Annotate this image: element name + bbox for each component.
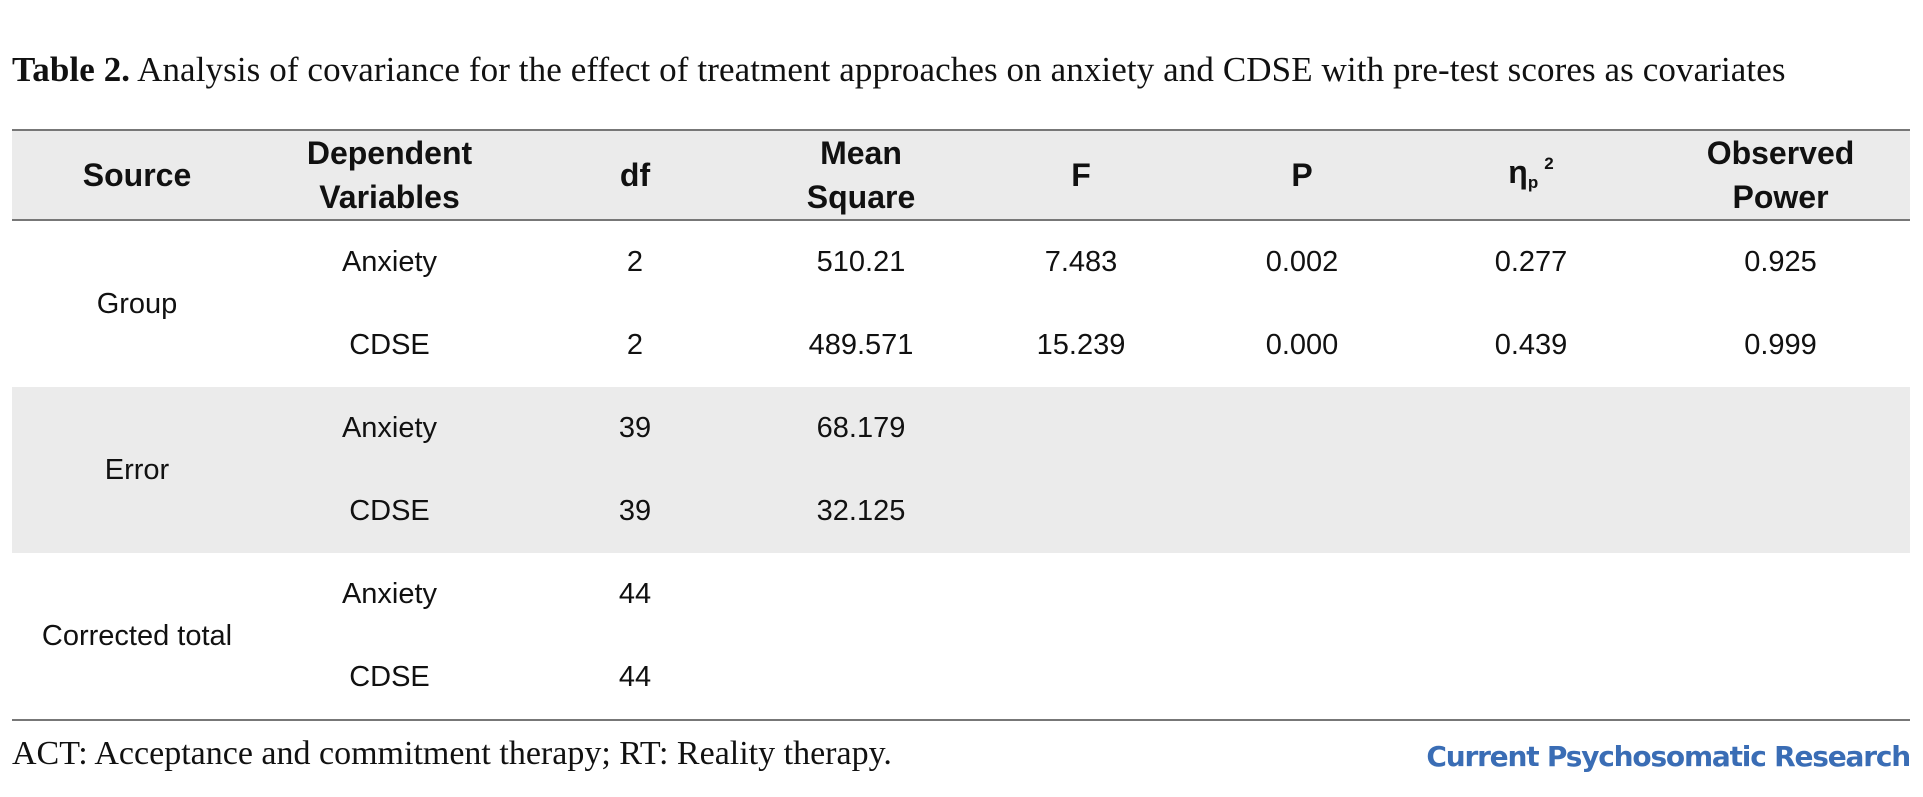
header-eta-squared: ηp2	[1411, 130, 1651, 220]
error-block: Error Anxiety 39 68.179 CDSE 39 32.125	[12, 387, 1910, 553]
eta-cell	[1411, 636, 1651, 720]
df-cell: 44	[618, 661, 652, 693]
header-mean-square: Mean Square	[753, 130, 969, 220]
ms-cell: 510.21	[816, 246, 906, 278]
df-cell: 39	[517, 387, 753, 470]
eta-subscript: p	[1527, 173, 1539, 192]
source-cell: Error	[12, 387, 262, 553]
f-cell	[969, 470, 1193, 553]
dv-cell: CDSE	[262, 470, 517, 553]
power-cell: 0.925	[1744, 246, 1817, 278]
p-cell	[1193, 387, 1411, 470]
header-observed-power: Observed Power	[1651, 130, 1910, 220]
header-power-line1: Observed	[1706, 135, 1855, 171]
table-footnote: ACT: Acceptance and commitment therapy; …	[12, 735, 892, 772]
header-dependent-variables: Dependent Variables	[262, 130, 517, 220]
f-cell	[969, 636, 1193, 720]
dv-cell: Anxiety	[341, 246, 438, 278]
eta-cell	[1411, 470, 1651, 553]
df-cell: 44	[618, 578, 652, 610]
header-source: Source	[82, 157, 192, 193]
header-dependent-line2: Variables	[319, 179, 460, 215]
ms-cell	[753, 636, 969, 720]
group-block: Group Anxiety 2 510.21 7.483 0.002 0.277…	[12, 220, 1910, 387]
df-cell: 2	[626, 329, 644, 361]
eta-cell	[1411, 387, 1651, 470]
eta-cell	[1411, 553, 1651, 636]
ms-cell: 489.571	[808, 329, 914, 361]
ancova-table: Source Dependent Variables df Mean Square …	[12, 129, 1910, 721]
df-cell: 2	[626, 246, 644, 278]
table-row: Group Anxiety 2 510.21 7.483 0.002 0.277…	[12, 220, 1910, 320]
df-cell: 39	[517, 470, 753, 553]
dv-cell: Anxiety	[341, 578, 438, 610]
header-mean-square-line2: Square	[806, 179, 916, 215]
f-cell: 7.483	[1044, 246, 1118, 278]
ms-cell: 68.179	[753, 387, 969, 470]
eta-cell: 0.277	[1494, 246, 1568, 278]
header-f: F	[1071, 157, 1091, 193]
f-cell	[969, 553, 1193, 636]
table-caption: Table 2. Analysis of covariance for the …	[12, 50, 1786, 90]
eta-superscript: 2	[1544, 154, 1554, 173]
table-caption-label: Table 2.	[12, 50, 131, 89]
f-cell	[969, 387, 1193, 470]
power-cell: 0.999	[1744, 329, 1817, 361]
dv-cell: CDSE	[349, 661, 430, 693]
power-cell	[1651, 553, 1910, 636]
source-cell: Group	[96, 287, 178, 320]
power-cell	[1651, 470, 1910, 553]
table-caption-text: Analysis of covariance for the effect of…	[137, 50, 1786, 89]
table-header: Source Dependent Variables df Mean Square …	[12, 130, 1910, 220]
p-cell	[1193, 553, 1411, 636]
p-cell	[1193, 636, 1411, 720]
ms-cell: 32.125	[753, 470, 969, 553]
corrected-total-block: Corrected total Anxiety 44 CDSE 44	[12, 553, 1910, 720]
table-row: CDSE 2 489.571 15.239 0.000 0.439 0.999	[12, 304, 1910, 387]
table-row: Error Anxiety 39 68.179	[12, 387, 1910, 553]
ms-cell	[753, 553, 969, 636]
header-p: P	[1291, 157, 1313, 193]
header-dependent-line1: Dependent	[306, 135, 473, 171]
p-cell	[1193, 470, 1411, 553]
eta-letter: η	[1508, 154, 1528, 190]
p-cell: 0.000	[1265, 329, 1339, 361]
p-cell: 0.002	[1265, 246, 1339, 278]
eta-squared-symbol: ηp2	[1508, 150, 1553, 200]
dv-cell: Anxiety	[262, 387, 517, 470]
table-row: CDSE 39 32.125	[12, 470, 1910, 553]
f-cell: 15.239	[1036, 329, 1126, 361]
header-mean-square-line1: Mean	[820, 135, 902, 171]
source-cell: Corrected total	[41, 619, 233, 652]
table-row: Corrected total Anxiety 44	[12, 553, 1910, 652]
power-cell	[1651, 636, 1910, 720]
journal-brand: Current Psychosomatic Research	[1426, 740, 1911, 773]
dv-cell: CDSE	[349, 329, 430, 361]
table-row: CDSE 44	[12, 636, 1910, 720]
header-power-line2: Power	[1732, 179, 1829, 215]
power-cell	[1651, 387, 1910, 470]
eta-cell: 0.439	[1494, 329, 1568, 361]
header-df: df	[619, 157, 651, 193]
header-row: Source Dependent Variables df Mean Square …	[12, 130, 1910, 220]
